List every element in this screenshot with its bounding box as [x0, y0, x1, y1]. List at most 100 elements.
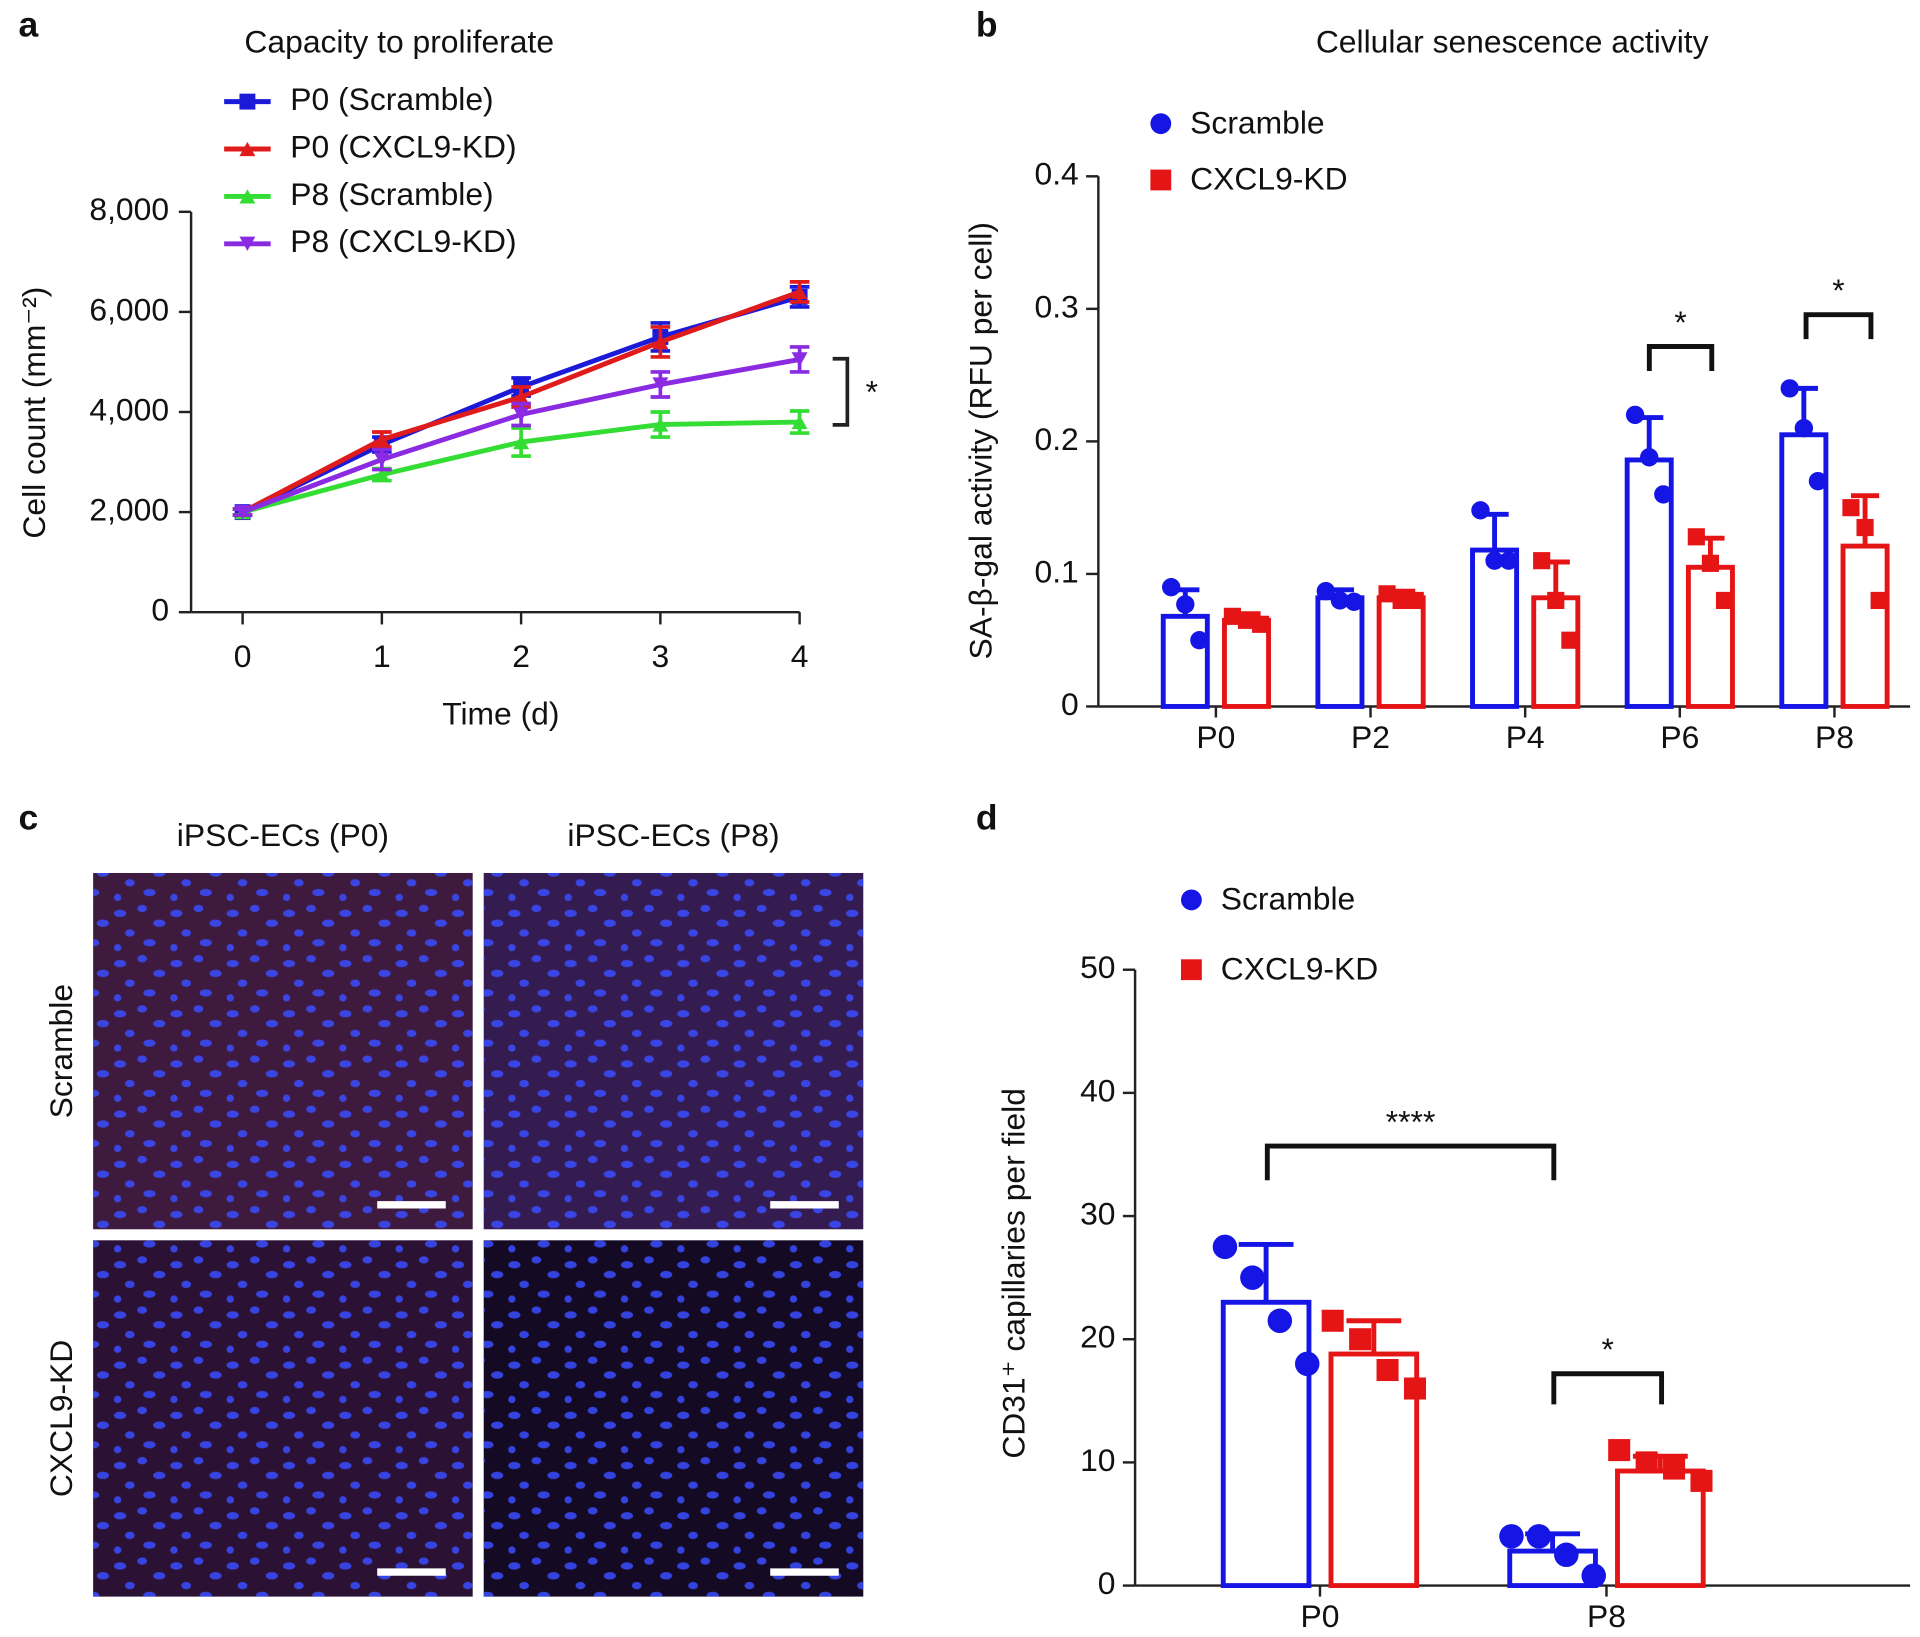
data-point [373, 452, 390, 467]
micrograph-nuclei [93, 872, 473, 1230]
legend-marker [239, 93, 256, 110]
data-point [1406, 591, 1424, 610]
x-axis-label: Time (d) [442, 696, 559, 732]
data-point [1499, 551, 1518, 570]
data-point [791, 414, 808, 430]
y-tick-label: 0.3 [1035, 288, 1079, 324]
significance-bracket [1803, 312, 1874, 340]
data-point [1842, 499, 1860, 517]
y-axis-label: Cell count (mm⁻²) [16, 287, 52, 539]
legend-label: CXCL9-KD [1221, 950, 1378, 986]
legend-marker [1150, 169, 1172, 191]
data-point [373, 467, 390, 482]
data-point [1581, 1563, 1606, 1588]
data-point [1403, 1377, 1427, 1400]
data-point [1561, 631, 1579, 649]
data-point [791, 352, 808, 367]
legend-label: P8 (Scramble) [290, 176, 493, 212]
chart-title: Capacity to proliferate [244, 23, 554, 59]
legend-label: P8 (CXCL9-KD) [290, 223, 516, 259]
data-point [1190, 631, 1209, 650]
data-point [1321, 1309, 1344, 1332]
data-point [1554, 1542, 1579, 1568]
data-point [1654, 485, 1673, 504]
data-point [791, 284, 808, 300]
data-point [1499, 1524, 1524, 1549]
y-axis-label: CD31⁺ capillaries per field [996, 1088, 1032, 1459]
y-tick-label: 50 [1080, 949, 1115, 985]
data-point [1485, 551, 1504, 570]
data-point [1392, 591, 1410, 610]
data-point [1237, 611, 1256, 629]
y-tick-label: 20 [1080, 1319, 1115, 1355]
column-label: iPSC-ECs (P0) [177, 817, 389, 853]
error-bar [1238, 1241, 1294, 1303]
data-point [1252, 615, 1270, 633]
legend-marker [1181, 889, 1202, 911]
data-point [1701, 554, 1719, 572]
data-point [234, 504, 251, 520]
panel-label: c [18, 798, 38, 838]
data-point [1526, 1524, 1552, 1549]
data-point [513, 434, 530, 450]
x-tick-label: P8 [1587, 1598, 1626, 1634]
data-point [1294, 1351, 1320, 1377]
micrograph-nuclei [483, 872, 864, 1230]
data-point [1625, 405, 1645, 425]
legend-marker [1181, 959, 1202, 981]
x-tick-label: P4 [1506, 719, 1545, 755]
data-point [1608, 1439, 1631, 1462]
y-axis-label: SA-β-gal activity (RFU per cell) [963, 222, 999, 659]
bar [1220, 1299, 1312, 1589]
y-tick-label: 8,000 [89, 191, 169, 227]
legend-marker [239, 236, 256, 251]
data-point [1870, 591, 1888, 610]
x-tick-label: 4 [791, 638, 809, 674]
data-point [1635, 1451, 1658, 1474]
data-point [1267, 1308, 1293, 1333]
chart-title: Cellular senescence activity [1316, 23, 1709, 59]
data-point [1316, 581, 1336, 601]
data-point [1640, 448, 1659, 467]
data-point [1808, 471, 1828, 491]
x-tick-label: P2 [1351, 719, 1390, 755]
legend-label: P0 (Scramble) [290, 81, 493, 117]
y-tick-label: 2,000 [89, 492, 169, 528]
panel-label: d [976, 798, 998, 838]
data-point [1344, 592, 1364, 611]
x-tick-label: 0 [234, 638, 252, 674]
legend-marker [239, 189, 256, 204]
y-tick-label: 40 [1080, 1072, 1115, 1108]
significance-label: * [866, 374, 878, 410]
bar [1615, 1468, 1706, 1589]
data-point [1533, 552, 1551, 570]
data-point [1376, 1359, 1399, 1382]
y-tick-label: 30 [1080, 1195, 1115, 1231]
x-tick-label: P6 [1660, 719, 1699, 755]
data-point [652, 377, 669, 392]
column-label: iPSC-ECs (P8) [567, 817, 779, 853]
significance-label: * [1602, 1331, 1614, 1367]
legend-label: P0 (CXCL9-KD) [290, 128, 516, 164]
data-point [1687, 528, 1705, 546]
data-point [1212, 1234, 1238, 1260]
data-point [1349, 1328, 1372, 1351]
x-tick-label: 2 [512, 638, 530, 674]
data-point [1378, 585, 1396, 603]
bar [1160, 613, 1210, 709]
y-tick-label: 0.1 [1035, 553, 1079, 589]
bar [1222, 617, 1271, 709]
data-point [1471, 501, 1490, 520]
x-tick-label: P0 [1300, 1598, 1339, 1634]
data-point [513, 389, 530, 405]
bar [1685, 564, 1735, 709]
significance-bracket [1646, 344, 1715, 371]
bar [1840, 543, 1890, 709]
legend-label: Scramble [1190, 104, 1324, 140]
data-point [373, 432, 390, 447]
legend-marker [239, 141, 256, 157]
y-tick-label: 6,000 [89, 291, 169, 327]
data-point [1240, 1265, 1265, 1290]
bar [1470, 547, 1520, 709]
